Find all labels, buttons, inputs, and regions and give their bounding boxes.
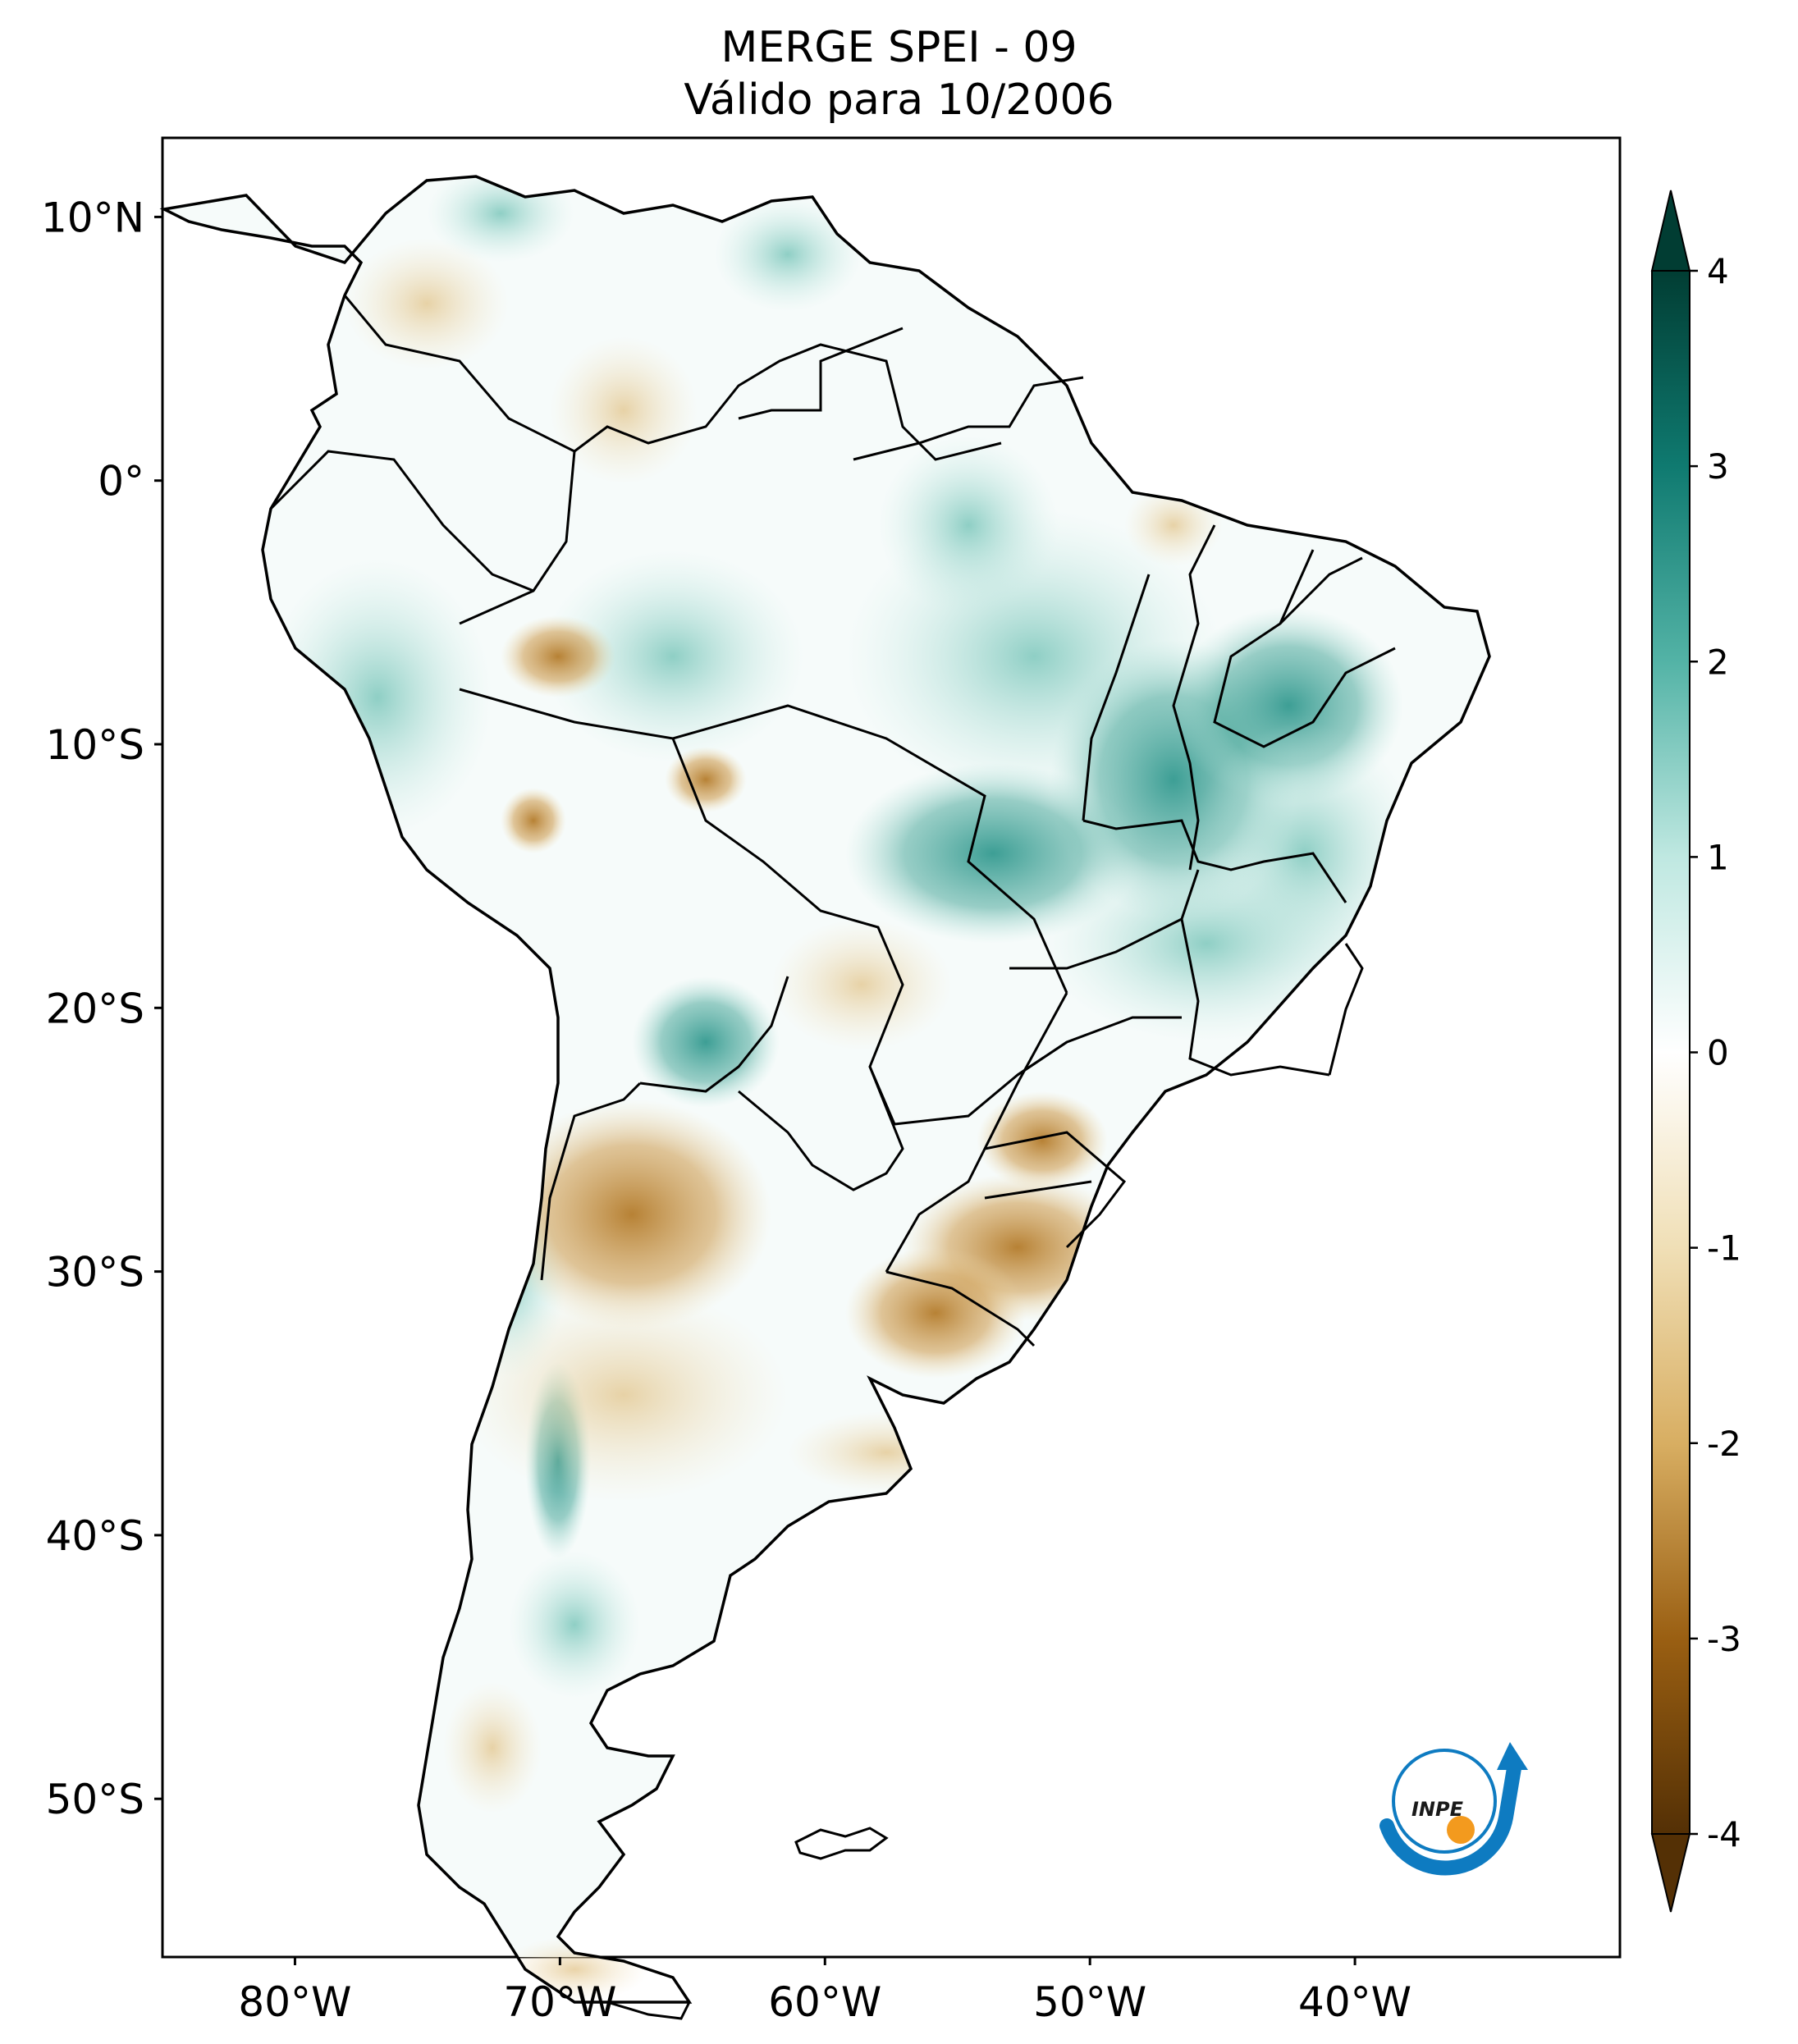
latitude-axis: 10°N 0° 10°S 20°S 30°S 40°S 50°S [41, 194, 162, 1823]
country-borders [269, 295, 1396, 1347]
colorbar-tick-label: -3 [1707, 1619, 1741, 1659]
colorbar-tick-label: 0 [1707, 1033, 1729, 1073]
lat-tick-label: 20°S [46, 985, 144, 1032]
logo-sun-icon [1447, 1816, 1475, 1844]
logo-arrow-icon [1497, 1742, 1528, 1770]
falkland-islands [794, 1827, 889, 1860]
lat-tick-label: 10°N [41, 194, 144, 241]
colorbar-lower-extension [1650, 1833, 1691, 1913]
lon-tick-label: 50°W [1033, 1978, 1146, 2026]
lon-tick-label: 80°W [238, 1978, 351, 2026]
colorbar-tick-label: -1 [1707, 1228, 1741, 1269]
lat-tick-label: 30°S [46, 1249, 144, 1296]
logo-swoosh [1379, 1761, 1521, 1876]
colorbar-scale [1651, 270, 1690, 1835]
logo-orbit [1392, 1749, 1497, 1854]
colorbar-tick-label: 4 [1707, 251, 1729, 291]
colorbar-tick-label: 2 [1707, 642, 1729, 682]
colorbar-tick-label: 1 [1707, 837, 1729, 877]
colorbar-tick-label: 3 [1707, 446, 1729, 487]
logo-text: INPE [1411, 1798, 1464, 1821]
colorbar: 4 3 2 1 0 -1 -2 -3 -4 [1650, 190, 1741, 1913]
lat-tick-label: 10°S [46, 721, 144, 769]
lat-tick-label: 40°S [46, 1512, 144, 1560]
tierra-del-fuego [606, 2001, 691, 2020]
lat-tick-label: 0° [98, 458, 144, 505]
longitude-axis: 80°W 70°W 60°W 50°W 40°W [238, 1957, 1411, 2026]
inpe-logo: INPE [1379, 1742, 1528, 1876]
colorbar-tick-label: -4 [1707, 1814, 1741, 1854]
lon-tick-label: 70°W [503, 1978, 616, 2026]
colorbar-tick-label: -2 [1707, 1424, 1741, 1464]
colorbar-upper-extension [1650, 190, 1691, 272]
map-subtitle: Válido para 10/2006 [684, 75, 1114, 125]
colorbar-ticks: 4 3 2 1 0 -1 -2 -3 -4 [1690, 251, 1741, 1854]
lon-tick-label: 60°W [768, 1978, 881, 2026]
lon-tick-label: 40°W [1298, 1978, 1411, 2026]
map-title: MERGE SPEI - 09 [721, 23, 1077, 72]
lat-tick-label: 50°S [46, 1776, 144, 1823]
